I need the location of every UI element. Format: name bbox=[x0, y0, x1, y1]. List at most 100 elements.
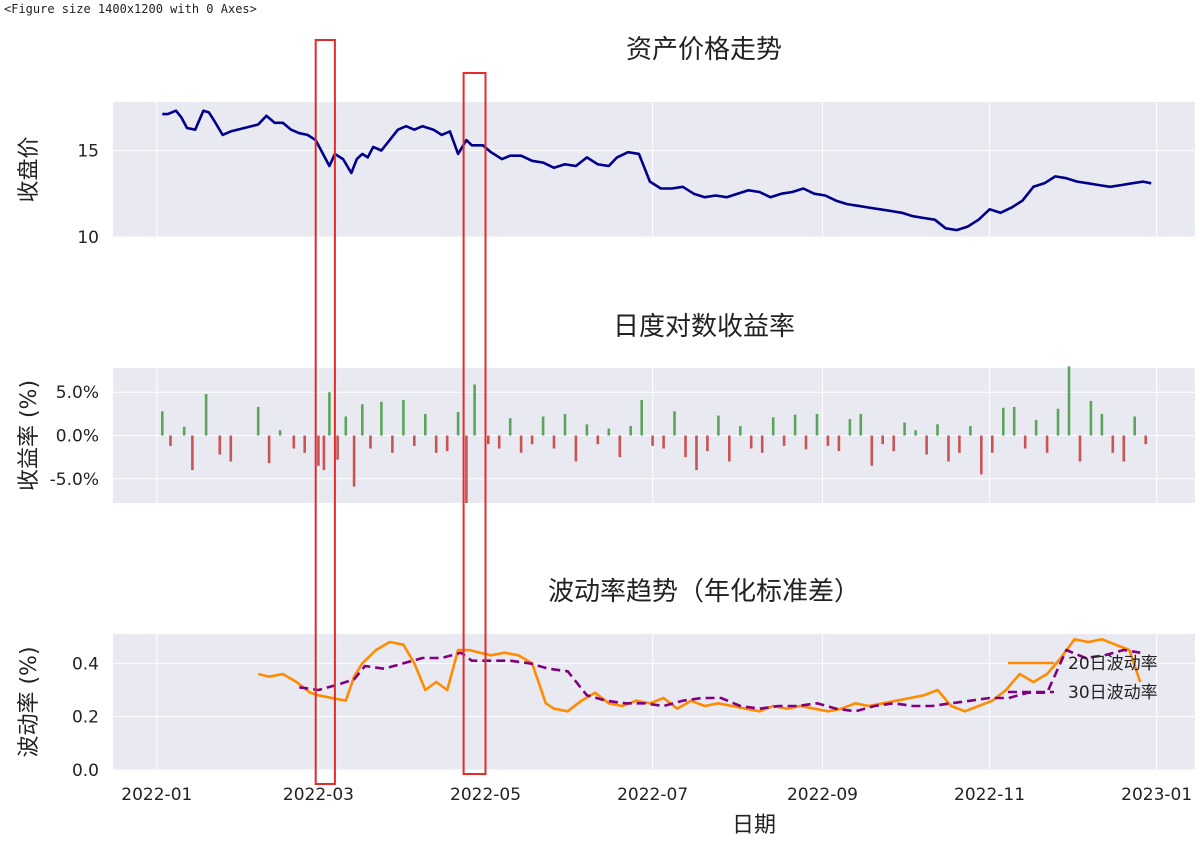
y-axis-label: 收益率 (%) bbox=[17, 380, 42, 491]
return-bar bbox=[662, 435, 665, 449]
return-bar bbox=[903, 422, 906, 436]
return-bar bbox=[169, 435, 172, 446]
figure-size-note: <Figure size 1400x1200 with 0 Axes> bbox=[4, 2, 257, 16]
return-bar bbox=[936, 424, 939, 436]
highlight-box bbox=[314, 39, 336, 785]
return-bar bbox=[1045, 435, 1049, 453]
return-bar bbox=[322, 435, 326, 471]
return-bar bbox=[267, 435, 271, 464]
legend-label: 20日波动率 bbox=[1068, 654, 1158, 674]
return-bar bbox=[424, 413, 427, 436]
return-bar bbox=[465, 435, 468, 503]
x-axis-label: 日期 bbox=[732, 813, 776, 838]
return-bar bbox=[336, 435, 339, 460]
x-tick-label: 2022-09 bbox=[787, 785, 858, 805]
y-tick-label: 5.0% bbox=[56, 383, 99, 403]
y-tick-label: -5.0% bbox=[50, 470, 99, 490]
return-bar bbox=[1122, 435, 1126, 462]
y-tick-label: 0.0% bbox=[56, 427, 99, 447]
x-tick-label: 2022-03 bbox=[283, 785, 354, 805]
return-bar bbox=[278, 430, 282, 436]
panel-title: 波动率趋势（年化标准差） bbox=[548, 577, 860, 607]
y-tick-label: 0.2 bbox=[72, 708, 99, 728]
return-bar bbox=[497, 435, 501, 449]
return-bar bbox=[456, 412, 460, 436]
return-bar bbox=[530, 435, 534, 445]
return-bar bbox=[958, 435, 961, 453]
return-bar bbox=[182, 426, 186, 436]
return-bar bbox=[1100, 413, 1104, 436]
return-bar bbox=[717, 415, 720, 436]
return-bar bbox=[402, 400, 405, 436]
return-bar bbox=[229, 435, 233, 462]
panel-background bbox=[113, 102, 1195, 237]
return-bar bbox=[1111, 435, 1115, 453]
return-bar bbox=[607, 428, 611, 436]
return-bar bbox=[969, 426, 972, 436]
x-tick-label: 2022-05 bbox=[450, 785, 521, 805]
highlight-box bbox=[462, 72, 487, 775]
y-axis-label: 波动率 (%) bbox=[17, 646, 42, 757]
return-bar bbox=[848, 419, 852, 436]
y-axis-label: 收盘价 bbox=[17, 136, 42, 202]
legend-label: 30日波动率 bbox=[1068, 683, 1158, 703]
return-bar bbox=[434, 435, 438, 453]
return-bar bbox=[344, 416, 348, 436]
y-tick-label: 15 bbox=[77, 141, 99, 161]
return-bar bbox=[1078, 435, 1082, 462]
panel-3: 0.0 0.2 0.4 波动率趋势（年化标准差） 波动率 (%) 20日波动率 30日波动率… bbox=[17, 577, 1195, 838]
return-bar bbox=[815, 413, 819, 436]
return-bar bbox=[925, 435, 928, 455]
return-bar bbox=[1012, 406, 1016, 436]
return-bar bbox=[596, 435, 600, 445]
legend: 20日波动率 30日波动率 bbox=[1008, 654, 1158, 703]
return-bar bbox=[218, 435, 222, 455]
vol30-series-line bbox=[299, 648, 1141, 713]
return-bar bbox=[563, 413, 567, 436]
return-bar bbox=[749, 435, 753, 449]
return-bar bbox=[191, 435, 194, 471]
return-bar bbox=[161, 411, 164, 436]
return-bar bbox=[1133, 416, 1136, 436]
return-bar bbox=[706, 435, 709, 452]
return-bar bbox=[1002, 407, 1005, 436]
return-bar bbox=[673, 411, 676, 436]
return-bar bbox=[380, 401, 383, 436]
return-bar bbox=[1089, 400, 1093, 436]
return-bar bbox=[487, 435, 490, 445]
return-bar bbox=[317, 435, 320, 466]
return-bar bbox=[292, 435, 296, 449]
y-tick-label: 0.4 bbox=[72, 654, 99, 674]
return-bar bbox=[541, 416, 545, 436]
return-bar bbox=[328, 392, 331, 436]
return-bar bbox=[684, 435, 687, 458]
return-bar bbox=[771, 417, 775, 436]
return-bar bbox=[695, 435, 698, 471]
return-bar bbox=[728, 435, 731, 462]
return-bar bbox=[552, 435, 556, 449]
return-bar bbox=[1067, 366, 1071, 436]
return-bar bbox=[991, 435, 994, 453]
return-bar bbox=[782, 435, 786, 446]
return-bar bbox=[826, 435, 830, 446]
return-bar bbox=[739, 426, 742, 436]
vol20-series-line bbox=[257, 637, 1142, 713]
y-tick-label: 0.0 bbox=[72, 761, 99, 781]
return-bar bbox=[473, 384, 476, 436]
y-tick-label: 10 bbox=[77, 228, 99, 248]
return-bar bbox=[1023, 435, 1027, 449]
x-tick-label: 2022-07 bbox=[617, 785, 688, 805]
return-bar bbox=[574, 435, 578, 462]
return-bar bbox=[870, 435, 874, 466]
x-tick-label: 2022-11 bbox=[954, 785, 1025, 805]
return-bar bbox=[303, 435, 306, 453]
return-bar bbox=[837, 435, 841, 452]
return-bar bbox=[892, 435, 895, 452]
return-bar bbox=[793, 414, 797, 436]
return-bar bbox=[369, 435, 372, 449]
return-bar bbox=[881, 435, 884, 445]
return-bar bbox=[391, 435, 394, 453]
return-bar bbox=[256, 406, 260, 436]
